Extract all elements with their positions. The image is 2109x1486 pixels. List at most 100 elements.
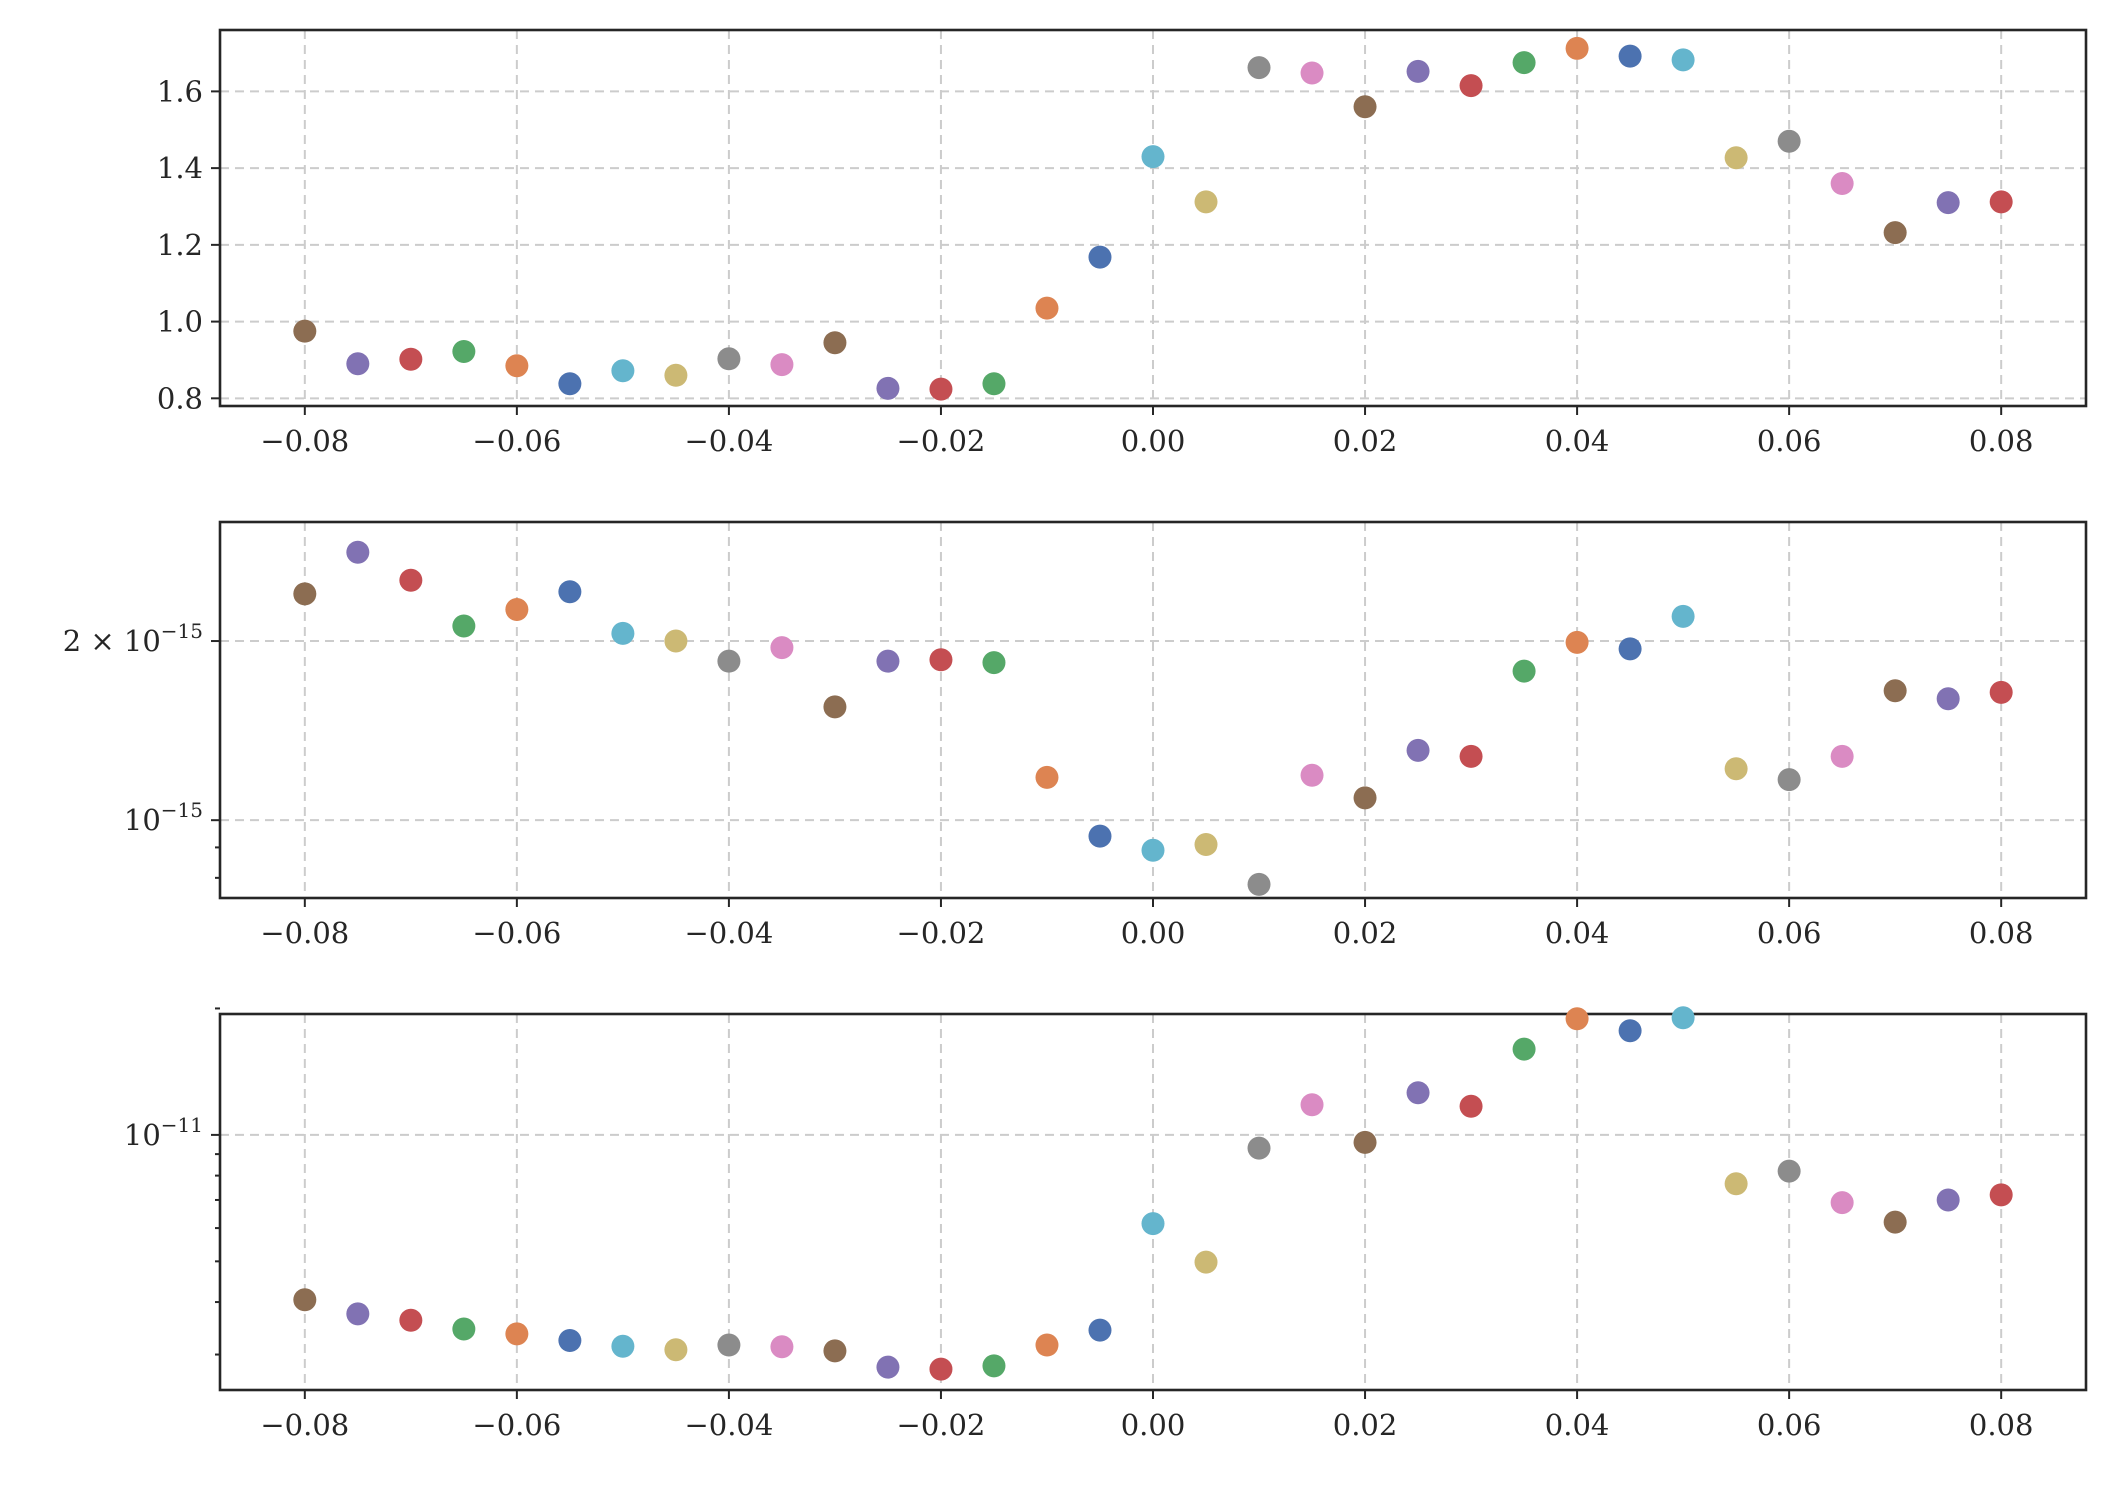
- data-point: [982, 651, 1006, 675]
- data-point: [823, 695, 847, 719]
- data-point: [1459, 744, 1483, 768]
- data-point: [1671, 1006, 1695, 1030]
- data-point: [876, 649, 900, 673]
- data-point: [505, 597, 529, 621]
- data-point: [611, 1334, 635, 1358]
- data-point: [1247, 56, 1271, 80]
- data-point: [1247, 1136, 1271, 1160]
- y-tick-label: 1.6: [157, 74, 203, 108]
- data-point: [929, 648, 953, 672]
- data-point: [1459, 1094, 1483, 1118]
- data-point: [1088, 245, 1112, 269]
- x-tick-label: −0.08: [260, 1408, 349, 1442]
- data-point: [1883, 1210, 1907, 1234]
- data-point: [717, 347, 741, 371]
- data-point: [1618, 1019, 1642, 1043]
- data-point: [1565, 1007, 1589, 1031]
- subplot-middle-log: −0.08 −0.06 −0.04 −0.02 0.00 0.02 0.04 0.06 0.08…: [63, 520, 2088, 950]
- x-tick-label: 0.02: [1333, 916, 1398, 950]
- data-point: [1724, 757, 1748, 781]
- data-point: [1936, 191, 1960, 215]
- subplot-bottom-log: −0.08 −0.06 −0.04 −0.02 0.00 0.02 0.04 0.06 0.08…: [124, 1006, 2088, 1442]
- x-tick-label: 0.02: [1333, 424, 1398, 458]
- data-point: [293, 319, 317, 343]
- data-point: [1088, 1318, 1112, 1342]
- data-point: [293, 582, 317, 606]
- data-point: [399, 1308, 423, 1332]
- data-point: [1989, 190, 2013, 214]
- data-point: [1883, 221, 1907, 245]
- x-tick-label: 0.04: [1545, 1408, 1610, 1442]
- axes-frame: [218, 520, 2088, 900]
- data-point: [1353, 95, 1377, 119]
- axes-frame: [218, 28, 2088, 408]
- data-point: [1724, 146, 1748, 170]
- data-point: [770, 636, 794, 660]
- data-point: [293, 1288, 317, 1312]
- data-point: [929, 1357, 953, 1381]
- data-point: [1406, 59, 1430, 83]
- data-point: [1300, 61, 1324, 85]
- subplot-top-linear: −0.08 −0.06 −0.04 −0.02 0.00 0.02 0.04 0.06 0.08…: [157, 28, 2088, 458]
- data-point: [1141, 145, 1165, 169]
- data-point: [1830, 171, 1854, 195]
- x-tick-label: 0.08: [1969, 424, 2034, 458]
- data-point: [1035, 1333, 1059, 1357]
- data-point: [1830, 1191, 1854, 1215]
- x-tick-label: −0.06: [472, 916, 561, 950]
- data-point: [1618, 44, 1642, 68]
- x-tick-label: −0.06: [472, 1408, 561, 1442]
- x-tick-label: 0.08: [1969, 916, 2034, 950]
- x-tick-label: −0.04: [684, 1408, 773, 1442]
- x-tick-label: −0.08: [260, 424, 349, 458]
- data-point: [1194, 833, 1218, 857]
- data-point: [664, 629, 688, 653]
- data-point: [1459, 74, 1483, 98]
- data-point: [929, 377, 953, 401]
- x-tick-label: 0.06: [1757, 424, 1822, 458]
- x-tick-label: 0.00: [1121, 1408, 1186, 1442]
- data-point: [1194, 1250, 1218, 1274]
- x-tick-label: −0.04: [684, 424, 773, 458]
- x-tick-label: 0.04: [1545, 916, 1610, 950]
- data-point: [770, 1335, 794, 1359]
- x-tick-label: 0.08: [1969, 1408, 2034, 1442]
- data-point: [346, 1302, 370, 1326]
- data-point: [452, 614, 476, 638]
- data-point: [1724, 1172, 1748, 1196]
- x-tick-label: 0.02: [1333, 1408, 1398, 1442]
- data-point: [1353, 1130, 1377, 1154]
- x-tick-label: −0.02: [897, 916, 986, 950]
- data-point: [1512, 1037, 1536, 1061]
- data-point: [1406, 738, 1430, 762]
- data-point: [346, 352, 370, 376]
- data-point: [1618, 637, 1642, 661]
- data-point: [1777, 1159, 1801, 1183]
- x-tick-label: −0.02: [897, 1408, 986, 1442]
- data-point: [399, 568, 423, 592]
- y-tick-label: 1.4: [157, 151, 203, 185]
- y-tick-label: 2 × 10−15: [63, 619, 203, 658]
- x-tick-label: 0.00: [1121, 916, 1186, 950]
- data-point: [823, 331, 847, 355]
- data-point: [982, 372, 1006, 396]
- data-point: [1936, 1188, 1960, 1212]
- x-tick-label: 0.04: [1545, 424, 1610, 458]
- x-tick-label: −0.02: [897, 424, 986, 458]
- data-point: [1883, 679, 1907, 703]
- data-point: [1777, 129, 1801, 153]
- data-point: [452, 340, 476, 364]
- x-tick-label: 0.06: [1757, 916, 1822, 950]
- data-point: [982, 1354, 1006, 1378]
- data-point: [452, 1317, 476, 1341]
- data-point: [611, 621, 635, 645]
- data-point: [1353, 786, 1377, 810]
- x-tick-label: 0.00: [1121, 424, 1186, 458]
- data-point: [558, 580, 582, 604]
- data-point: [1671, 604, 1695, 628]
- y-tick-label: 10−11: [124, 1113, 203, 1152]
- x-tick-label: −0.06: [472, 424, 561, 458]
- data-point: [399, 347, 423, 371]
- data-point: [558, 372, 582, 396]
